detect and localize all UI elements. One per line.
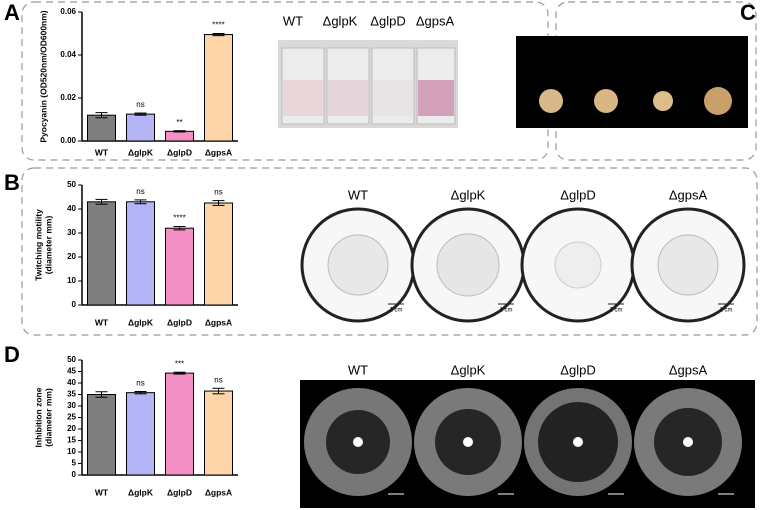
- scale-label: 1 cm: [499, 498, 512, 504]
- photo-label: ΔgpsA: [669, 362, 708, 377]
- photo-label: ΔgpsA: [702, 62, 735, 74]
- significance: ns: [214, 375, 222, 384]
- panel-letter: C: [740, 0, 756, 25]
- scale-label: 1 cm: [499, 308, 512, 314]
- y-tick-label: 0.06: [60, 7, 76, 16]
- photo-label: ΔgpsA: [669, 187, 708, 202]
- y-tick-label: 0: [72, 300, 77, 309]
- scale-label: 1 cm: [719, 498, 732, 504]
- photo-colonies: [516, 36, 748, 128]
- x-tick-label: ΔgpsA: [205, 317, 232, 327]
- y-tick-label: 0.02: [60, 93, 76, 102]
- bar: [126, 201, 155, 306]
- x-tick-label: ΔglpD: [167, 147, 192, 157]
- y-tick-label: 20: [67, 252, 76, 261]
- photo-plates: [300, 207, 746, 323]
- bar: [87, 114, 116, 142]
- y-axis-label: Inhibition zone: [33, 387, 43, 447]
- y-tick-label: 10: [67, 276, 76, 285]
- y-tick-label: 30: [67, 401, 76, 410]
- photo-tubes: [278, 40, 458, 128]
- x-tick-label: WT: [95, 317, 109, 327]
- y-tick-label: 50: [67, 355, 76, 364]
- y-tick-label: 5: [72, 459, 77, 468]
- panel-frame: [21, 167, 758, 336]
- photo-inhibition: [300, 380, 755, 508]
- photo-label: WT: [348, 362, 368, 377]
- bar: [126, 392, 155, 476]
- bar: [165, 372, 194, 476]
- photo-label: ΔglpK: [451, 187, 486, 202]
- bar: [87, 201, 116, 306]
- significance: ***: [175, 359, 184, 368]
- y-tick-label: 20: [67, 424, 76, 433]
- significance: ns: [136, 379, 144, 388]
- photo-label: WT: [348, 187, 368, 202]
- y-tick-label: 15: [67, 436, 76, 445]
- x-tick-label: ΔglpK: [128, 317, 154, 327]
- y-tick-label: 25: [67, 413, 76, 422]
- significance: ns: [214, 188, 222, 197]
- bar: [87, 394, 116, 476]
- bar: [165, 227, 194, 306]
- photo-label: ΔglpD: [560, 187, 595, 202]
- x-tick-label: WT: [95, 147, 109, 157]
- x-tick-label: ΔglpD: [167, 487, 192, 497]
- x-tick-label: WT: [95, 487, 109, 497]
- photo-label: ΔglpD: [648, 62, 678, 74]
- panel-letter: D: [4, 342, 20, 367]
- y-tick-label: 0.04: [60, 50, 76, 59]
- y-axis-label: Twitching motility: [33, 209, 43, 281]
- scale-label: 1 cm: [609, 498, 622, 504]
- bar: [204, 202, 233, 306]
- scale-label: 1 cm: [719, 308, 732, 314]
- x-tick-label: ΔglpK: [128, 487, 154, 497]
- y-tick-label: 35: [67, 390, 76, 399]
- x-tick-label: ΔglpK: [128, 147, 154, 157]
- photo-label: ΔglpK: [451, 362, 486, 377]
- panel-frame: [555, 1, 757, 161]
- panel-letter: B: [4, 170, 20, 195]
- y-axis-label: (diameter mm): [43, 216, 53, 275]
- y-tick-label: 50: [67, 180, 76, 189]
- y-tick-label: 10: [67, 447, 76, 456]
- panel-frame: [21, 1, 549, 161]
- photo-label: ΔgpsA: [416, 13, 455, 28]
- y-tick-label: 0: [72, 470, 77, 479]
- photo-label: ΔglpK: [323, 13, 358, 28]
- significance: ****: [212, 21, 224, 30]
- photo-label: ΔglpD: [370, 13, 405, 28]
- x-tick-label: ΔgpsA: [205, 147, 232, 157]
- x-tick-label: ΔglpD: [167, 317, 192, 327]
- bar: [204, 34, 233, 142]
- significance: ns: [136, 100, 144, 109]
- significance: ns: [136, 187, 144, 196]
- x-tick-label: ΔgpsA: [205, 487, 232, 497]
- y-axis-label: (diameter mm): [43, 388, 53, 447]
- photo-label: WT: [283, 13, 303, 28]
- scale-label: 1 cm: [609, 308, 622, 314]
- photo-label: ΔglpD: [560, 362, 595, 377]
- y-axis-label: Pyocyanin (OD520nm/OD600nm): [38, 10, 48, 142]
- bar: [126, 113, 155, 142]
- photo-label: WT: [542, 62, 559, 74]
- photo-label: ΔglpK: [593, 62, 623, 74]
- y-tick-label: 40: [67, 378, 76, 387]
- significance: **: [176, 118, 182, 127]
- y-tick-label: 40: [67, 204, 76, 213]
- y-tick-label: 30: [67, 228, 76, 237]
- scale-label: 1 cm: [389, 498, 402, 504]
- significance: ****: [173, 214, 185, 223]
- bar: [165, 130, 194, 142]
- y-tick-label: 0.00: [60, 136, 76, 145]
- y-tick-label: 45: [67, 367, 76, 376]
- scale-label: 1 cm: [389, 308, 402, 314]
- bar: [204, 390, 233, 476]
- panel-letter: A: [4, 0, 20, 25]
